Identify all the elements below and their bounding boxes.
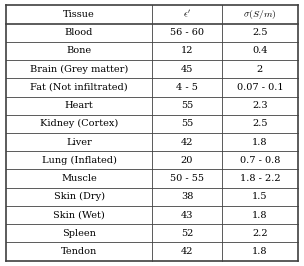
Text: 1.8 - 2.2: 1.8 - 2.2 bbox=[240, 174, 280, 183]
Text: 50 - 55: 50 - 55 bbox=[170, 174, 204, 183]
Text: 0.7 - 0.8: 0.7 - 0.8 bbox=[240, 156, 280, 165]
Text: 12: 12 bbox=[181, 47, 193, 55]
Text: 4 - 5: 4 - 5 bbox=[176, 83, 198, 92]
Text: 1.8: 1.8 bbox=[252, 138, 268, 147]
Text: 2.5: 2.5 bbox=[252, 119, 268, 128]
Text: Muscle: Muscle bbox=[61, 174, 97, 183]
Text: 55: 55 bbox=[181, 101, 193, 110]
Text: 42: 42 bbox=[181, 138, 193, 147]
Text: 1.8: 1.8 bbox=[252, 247, 268, 256]
Text: Fat (Not infiltrated): Fat (Not infiltrated) bbox=[30, 83, 128, 92]
Text: Tissue: Tissue bbox=[63, 10, 95, 19]
Text: 2.5: 2.5 bbox=[252, 28, 268, 37]
Text: 1.8: 1.8 bbox=[252, 211, 268, 219]
Text: 2.2: 2.2 bbox=[252, 229, 268, 238]
Text: Skin (Wet): Skin (Wet) bbox=[53, 211, 105, 219]
Text: Lung (Inflated): Lung (Inflated) bbox=[42, 156, 116, 165]
Text: 1.5: 1.5 bbox=[252, 192, 268, 201]
Text: Tendon: Tendon bbox=[61, 247, 97, 256]
Text: 56 - 60: 56 - 60 bbox=[170, 28, 204, 37]
Text: 52: 52 bbox=[181, 229, 193, 238]
Text: 2.3: 2.3 bbox=[252, 101, 268, 110]
Text: $\epsilon'$: $\epsilon'$ bbox=[183, 9, 191, 20]
Text: Skin (Dry): Skin (Dry) bbox=[54, 192, 105, 201]
Text: 55: 55 bbox=[181, 119, 193, 128]
Text: 20: 20 bbox=[181, 156, 193, 165]
Text: Spleen: Spleen bbox=[62, 229, 96, 238]
Text: $\sigma(S/m)$: $\sigma(S/m)$ bbox=[243, 8, 277, 21]
Text: 38: 38 bbox=[181, 192, 193, 201]
Text: 2: 2 bbox=[257, 65, 263, 74]
Text: 42: 42 bbox=[181, 247, 193, 256]
Text: Bone: Bone bbox=[67, 47, 92, 55]
Text: Brain (Grey matter): Brain (Grey matter) bbox=[30, 65, 128, 74]
Text: Liver: Liver bbox=[66, 138, 92, 147]
Text: 0.4: 0.4 bbox=[252, 47, 268, 55]
Text: 0.07 - 0.1: 0.07 - 0.1 bbox=[237, 83, 283, 92]
Text: Kidney (Cortex): Kidney (Cortex) bbox=[40, 119, 118, 128]
Text: 43: 43 bbox=[181, 211, 193, 219]
Text: 45: 45 bbox=[181, 65, 193, 74]
Text: Blood: Blood bbox=[65, 28, 93, 37]
Text: Heart: Heart bbox=[65, 101, 93, 110]
